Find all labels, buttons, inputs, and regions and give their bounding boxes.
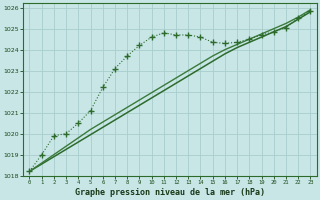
X-axis label: Graphe pression niveau de la mer (hPa): Graphe pression niveau de la mer (hPa) (75, 188, 265, 197)
